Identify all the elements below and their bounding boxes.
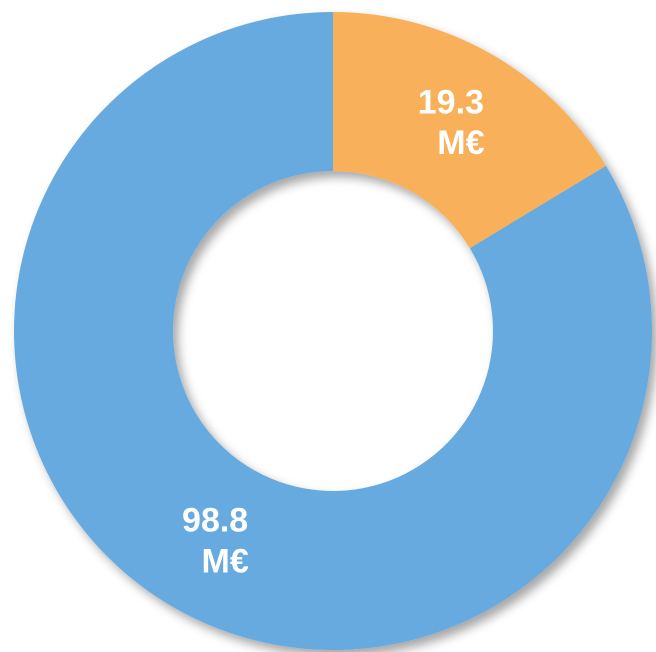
- value-label: 98.8 M€: [182, 502, 249, 581]
- value-label-line: M€: [437, 124, 484, 162]
- slice: [14, 12, 652, 650]
- slice: [333, 12, 606, 249]
- value-label: 19.3 M€: [418, 83, 485, 162]
- value-label-line: M€: [202, 542, 249, 580]
- donut: [14, 12, 652, 650]
- value-label-line: 19.3: [418, 83, 484, 121]
- value-label-line: 98.8: [182, 502, 248, 540]
- labels: 19.3 M€98.8 M€: [182, 83, 485, 580]
